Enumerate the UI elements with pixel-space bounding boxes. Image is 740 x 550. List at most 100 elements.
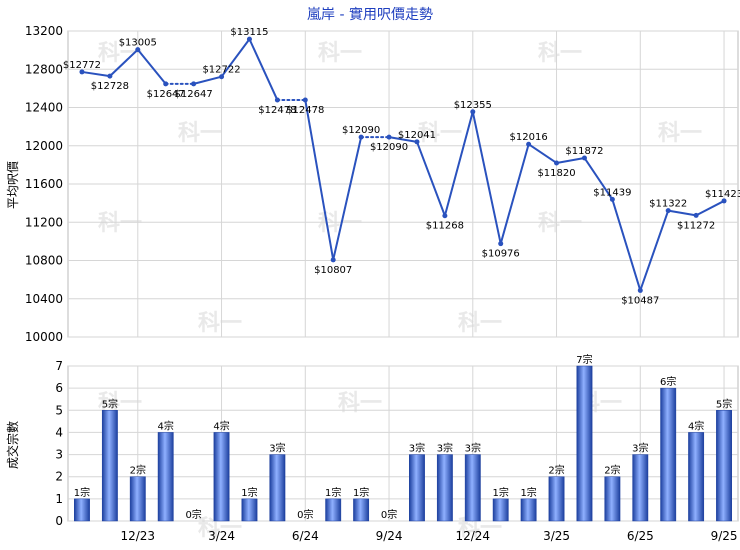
price-line-segment (388, 136, 418, 143)
bar-x-tick-label: 12/24 (455, 529, 490, 543)
volume-data-label: 6宗 (660, 375, 676, 388)
volume-bar (101, 410, 118, 522)
price-point (526, 141, 532, 147)
volume-data-label: 0宗 (185, 508, 201, 521)
volume-data-label: 1宗 (520, 486, 536, 499)
volume-data-label: 1宗 (74, 486, 90, 499)
price-point (721, 198, 727, 204)
price-line-segment (695, 199, 726, 217)
price-point (358, 134, 364, 140)
volume-bar (688, 432, 705, 522)
volume-data-label: 7宗 (576, 353, 592, 366)
volume-data-label: 4宗 (688, 419, 704, 432)
volume-bar (604, 476, 621, 522)
price-line-segment (471, 110, 502, 245)
bar-y-tick-label: 1 (55, 492, 63, 506)
price-data-label: $12355 (454, 100, 492, 111)
price-data-label: $13005 (119, 38, 157, 49)
price-point (135, 47, 141, 53)
price-data-label: $11423 (705, 189, 740, 200)
price-line-segment (667, 209, 698, 217)
line-y-tick-label: 12800 (25, 62, 63, 76)
line-y-tick-label: 10000 (25, 330, 63, 344)
volume-data-label: 0宗 (297, 508, 313, 521)
volume-bar (464, 454, 481, 522)
price-data-label: $10976 (482, 249, 520, 260)
price-data-label: $12647 (175, 89, 213, 100)
bar-y-tick-label: 4 (55, 425, 63, 439)
volume-data-label: 3宗 (632, 442, 648, 455)
volume-bar (269, 454, 286, 522)
price-data-label: $12090 (370, 142, 408, 153)
price-line-segment (415, 140, 446, 217)
volume-data-label: 3宗 (269, 442, 285, 455)
price-data-label: $12041 (398, 130, 436, 141)
price-data-label: $11872 (565, 146, 603, 157)
volume-data-label: 2宗 (604, 464, 620, 477)
price-data-label: $10807 (314, 265, 352, 276)
price-line-segment (220, 38, 251, 78)
price-point (274, 97, 280, 103)
price-line-segment (304, 99, 335, 261)
watermark-text: 科一 (318, 41, 362, 66)
price-line-segment (639, 209, 670, 292)
volume-data-label: 3宗 (409, 442, 425, 455)
price-point (246, 36, 252, 42)
watermark-text: 科一 (538, 41, 582, 66)
volume-bar (74, 498, 90, 522)
volume-bar (213, 432, 230, 522)
watermark-text: 科一 (178, 121, 222, 146)
price-data-label: $12478 (286, 105, 324, 116)
watermark-text: 科一 (658, 121, 702, 146)
price-line-segment (443, 110, 474, 217)
line-y-tick-label: 12400 (25, 101, 63, 115)
volume-bar (325, 498, 342, 522)
watermark-text: 科一 (418, 121, 462, 146)
price-data-label: $12722 (202, 65, 240, 76)
volume-bar (436, 454, 453, 522)
price-point (79, 69, 85, 75)
price-data-label: $11322 (649, 199, 687, 210)
price-line-segment (583, 156, 614, 201)
price-line-segment (248, 38, 279, 102)
bar-x-tick-label: 6/25 (627, 529, 654, 543)
volume-bar (660, 387, 677, 522)
volume-bar (409, 454, 425, 522)
price-point (219, 74, 225, 80)
volume-data-label: 5宗 (102, 397, 118, 410)
bar-y-tick-label: 5 (55, 403, 63, 417)
bar-panel: 0 1 2 3 4 5 6 7 12/23 3/24 6/24 9/24 12/24 3/25 6/25 9/… (55, 353, 739, 543)
volume-data-label: 4宗 (213, 419, 229, 432)
volume-data-label: 2宗 (548, 464, 564, 477)
chart-title: 嵐岸 - 實用呎價走勢 (307, 6, 433, 23)
price-data-label: $12772 (63, 60, 101, 71)
volume-data-label: 0宗 (381, 508, 397, 521)
price-point (330, 257, 336, 263)
bar-y-tick-label: 3 (55, 448, 63, 462)
price-line-segment (80, 70, 111, 78)
price-data-label: $13115 (230, 27, 268, 38)
price-data-label: $11439 (593, 187, 631, 198)
price-point (665, 208, 671, 214)
volume-data-label: 1宗 (325, 486, 341, 499)
volume-bar (157, 432, 174, 522)
bar-x-tick-label: 9/24 (376, 529, 403, 543)
volume-data-label: 3宗 (465, 442, 481, 455)
volume-data-label: 5宗 (716, 397, 732, 410)
volume-bar (492, 498, 509, 522)
bar-y-tick-label: 7 (55, 359, 63, 373)
volume-bar (632, 454, 649, 522)
volume-data-label: 1宗 (241, 486, 257, 499)
watermark-text: 科一 (338, 391, 382, 416)
bar-y-axis-title: 成交宗數 (5, 421, 20, 469)
volume-bar (520, 498, 537, 522)
bar-x-tick-label: 3/24 (208, 529, 235, 543)
price-data-label: $10487 (621, 295, 659, 306)
price-data-label: $12090 (342, 125, 380, 136)
price-point (609, 196, 615, 202)
bar-y-tick-label: 0 (55, 514, 63, 528)
price-point (442, 213, 448, 219)
bar-x-tick-label: 9/25 (711, 529, 738, 543)
price-point (693, 212, 699, 218)
